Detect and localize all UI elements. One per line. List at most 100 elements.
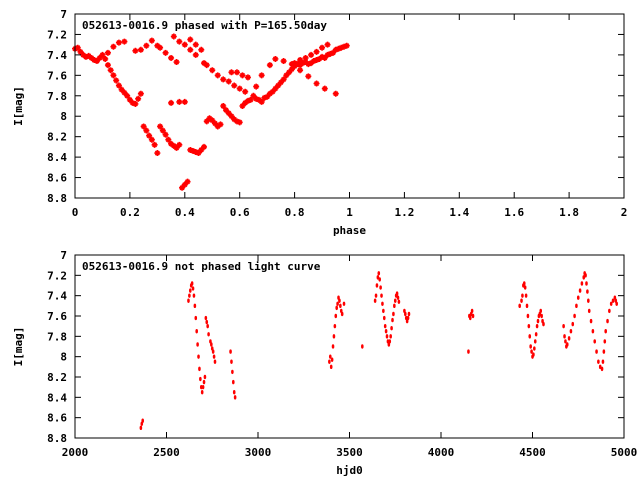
data-point	[313, 80, 320, 87]
data-point	[121, 38, 128, 45]
data-point	[600, 366, 604, 372]
data-point	[331, 344, 335, 349]
data-point	[316, 55, 323, 62]
data-point	[173, 59, 180, 66]
x-tick-label: 1.6	[504, 206, 524, 219]
data-point	[157, 44, 164, 51]
data-point	[210, 342, 213, 347]
data-point	[280, 58, 287, 65]
data-point	[148, 136, 155, 143]
data-point	[211, 349, 215, 354]
data-point	[85, 52, 92, 59]
unphased-plot-frame	[74, 254, 625, 439]
data-point	[377, 271, 381, 276]
data-point	[272, 85, 279, 92]
data-point	[332, 90, 339, 97]
data-point	[520, 298, 523, 303]
data-point	[141, 418, 145, 423]
data-point	[361, 344, 364, 349]
data-point	[168, 140, 175, 147]
data-point	[162, 49, 169, 56]
data-point	[308, 51, 315, 58]
data-point	[193, 303, 197, 309]
data-point	[532, 352, 535, 357]
data-point	[330, 49, 337, 56]
data-point	[524, 293, 528, 298]
data-point	[190, 147, 197, 154]
data-point	[526, 313, 530, 319]
data-point	[206, 115, 213, 122]
data-point	[332, 334, 336, 339]
data-point	[395, 291, 399, 296]
data-point	[181, 98, 188, 105]
data-point	[198, 46, 205, 53]
data-point	[107, 67, 114, 74]
data-point	[195, 150, 202, 157]
data-point	[379, 285, 382, 290]
y-tick-label: 7.6	[47, 69, 67, 82]
data-point	[154, 42, 161, 49]
phased-y-axis-label: I[mag]	[12, 86, 25, 126]
data-point	[110, 43, 117, 50]
data-point	[565, 342, 569, 347]
data-point	[209, 67, 216, 74]
data-point	[198, 366, 201, 372]
data-point	[567, 336, 571, 341]
data-point	[597, 359, 600, 364]
data-point	[324, 51, 331, 58]
data-point	[562, 323, 565, 329]
data-point	[585, 281, 588, 286]
data-point	[154, 150, 161, 157]
data-point	[525, 303, 529, 309]
data-point	[187, 298, 190, 303]
data-point	[571, 321, 575, 327]
data-point	[332, 46, 339, 53]
data-point	[393, 303, 396, 309]
data-point	[324, 41, 331, 48]
data-point	[335, 305, 338, 311]
data-point	[179, 184, 186, 191]
data-point	[143, 42, 150, 49]
data-point	[380, 293, 383, 298]
unphased-chart-title: 052613-0016.9 not phased light curve	[82, 260, 321, 273]
data-point	[530, 349, 533, 354]
x-tick-label: 2	[621, 206, 628, 219]
data-point	[230, 359, 233, 364]
data-point	[338, 298, 341, 303]
data-point	[181, 181, 188, 188]
x-tick-label: 1	[346, 206, 353, 219]
data-point	[192, 293, 196, 298]
phased-x-axis-label: phase	[333, 224, 366, 237]
data-point	[319, 53, 326, 60]
phased-data-points	[72, 33, 350, 191]
data-point	[168, 99, 175, 106]
data-point	[328, 359, 331, 364]
data-point	[205, 319, 209, 325]
data-point	[340, 311, 344, 317]
data-point	[533, 346, 536, 351]
y-tick-label: 7.4	[47, 290, 67, 303]
data-point	[195, 329, 198, 334]
data-point	[192, 149, 199, 155]
data-point	[294, 61, 301, 68]
data-point	[187, 46, 194, 53]
data-point	[176, 141, 183, 148]
data-point	[202, 379, 206, 385]
phased-chart-title: 052613-0016.9 phased with P=165.50day	[82, 19, 327, 32]
data-point	[197, 354, 200, 359]
data-point	[244, 97, 251, 104]
data-point	[132, 47, 139, 54]
data-point	[277, 79, 284, 86]
data-point	[225, 110, 232, 117]
data-point	[407, 311, 411, 317]
data-point	[329, 364, 333, 370]
x-tick-label: 5000	[611, 446, 638, 459]
x-tick-label: 4000	[428, 446, 455, 459]
data-point	[297, 67, 304, 74]
data-point	[582, 275, 586, 280]
data-point	[206, 323, 209, 329]
data-point	[247, 96, 254, 103]
data-point	[199, 384, 203, 390]
data-point	[375, 283, 379, 288]
